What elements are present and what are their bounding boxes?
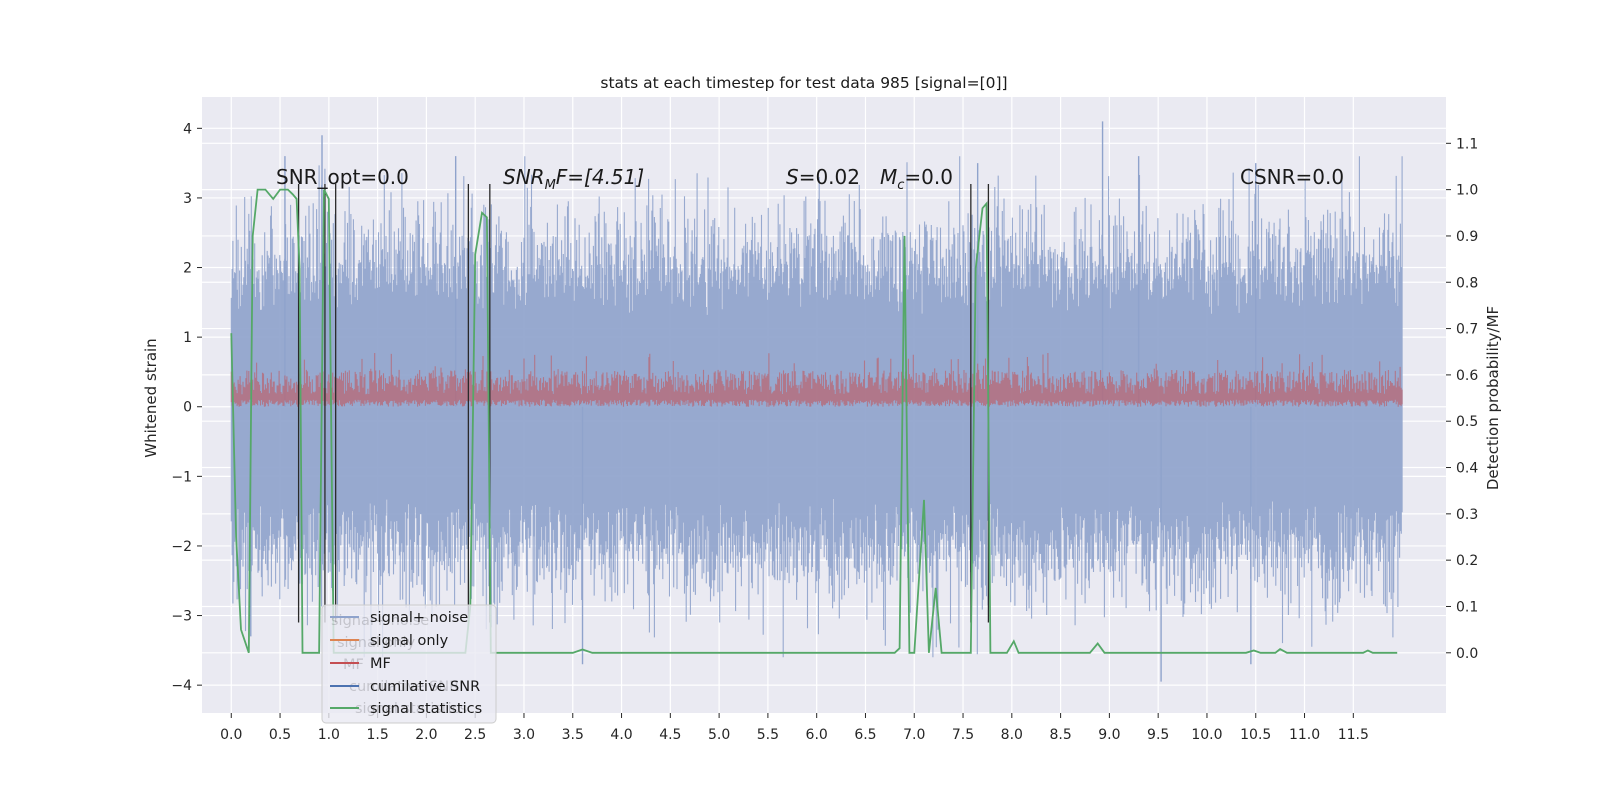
annotation-snr-mf-prefix: SNR <box>503 165 545 189</box>
y-tick-label: 2 <box>183 261 192 277</box>
x-tick-label: 2.0 <box>415 727 437 743</box>
legend-box <box>321 604 497 724</box>
annotation-mc: Mc=0.0 <box>880 165 953 193</box>
legend-label-signal-statistics: signal statistics <box>370 701 482 717</box>
x-tick-label: 11.5 <box>1338 727 1369 743</box>
x-tick-label: 7.5 <box>952 727 974 743</box>
annotation-mc-value: =0.0 <box>904 165 953 189</box>
x-tick-label: 4.0 <box>610 727 632 743</box>
x-tick-label: 4.5 <box>659 727 681 743</box>
annotation-s-value: =0.02 <box>799 165 860 189</box>
annotation-mc-prefix: M <box>880 165 897 189</box>
x-tick-label: 1.5 <box>366 727 388 743</box>
y-tick-label: −4 <box>171 678 192 694</box>
y-tick-label: 3 <box>183 191 192 207</box>
x-tick-label: 6.0 <box>806 727 828 743</box>
x-tick-label: 5.0 <box>708 727 730 743</box>
x-ticks: 0.0 0.5 1.0 1.5 2.0 2.5 3.0 3.5 4.0 4.5 5.0 5.5 6.0 6… <box>220 713 1369 743</box>
y-axis-label: Whitened strain <box>142 338 160 457</box>
legend-ghost-label: MF <box>343 657 364 673</box>
x-tick-label: 0.5 <box>269 727 291 743</box>
x-tick-label: 3.0 <box>513 727 535 743</box>
legend: signal+ noise signal only MF cumilative … <box>321 604 497 724</box>
y-tick-label: −1 <box>171 469 192 485</box>
x-tick-label: 3.5 <box>562 727 584 743</box>
annotation-s: S=0.02 <box>786 165 860 189</box>
x-tick-label: 1.0 <box>318 727 340 743</box>
y-tick-label: −2 <box>171 539 192 555</box>
y2-tick-label: 0.9 <box>1456 229 1478 245</box>
y2-axis-label: Detection probability/MF <box>1484 306 1502 490</box>
legend-label-mf: MF <box>370 656 391 672</box>
y2-tick-label: 0.1 <box>1456 599 1478 615</box>
annotation-snr-mf-suffix: F=[4.51] <box>556 165 644 189</box>
legend-ghost-label: cumilative SNR <box>349 679 459 695</box>
annotation-mc-sub: c <box>897 178 904 193</box>
y2-tick-label: 1.1 <box>1456 136 1478 152</box>
x-tick-label: 8.0 <box>1001 727 1023 743</box>
x-tick-label: 5.5 <box>757 727 779 743</box>
x-tick-label: 7.0 <box>903 727 925 743</box>
y2-tick-label: 0.6 <box>1456 368 1478 384</box>
x-tick-label: 10.0 <box>1191 727 1222 743</box>
signal-statistics-line <box>230 188 1398 654</box>
legend-ghost-label: signal statistics <box>355 701 467 717</box>
x-tick-label: 9.0 <box>1098 727 1120 743</box>
x-tick-label: 8.5 <box>1049 727 1071 743</box>
series-mf <box>230 353 1403 407</box>
y2-tick-label: 0.4 <box>1456 461 1478 477</box>
x-tick-label: 11.0 <box>1289 727 1320 743</box>
legend-label-cumulative-snr: cumilative SNR <box>370 679 480 695</box>
y-ticks-left: 4 3 2 1 0 −1 −2 −3 −4 <box>171 121 202 694</box>
series-signal-statistics <box>230 188 1398 654</box>
y-tick-label: 0 <box>183 400 192 416</box>
x-tick-label: 10.5 <box>1240 727 1271 743</box>
annotation-s-prefix: S <box>786 165 799 189</box>
annotation-snr-mf-sub: M <box>545 178 556 193</box>
y2-tick-label: 0.7 <box>1456 322 1478 338</box>
mf-band <box>230 353 1403 407</box>
y2-tick-label: 0.2 <box>1456 553 1478 569</box>
annotation-snr-mf: SNRMF=[4.51] <box>503 165 644 193</box>
x-tick-label: 6.5 <box>854 727 876 743</box>
annotation-snr-opt: SNR_opt=0.0 <box>276 165 409 189</box>
y-ticks-right: 1.1 1.0 0.9 0.8 0.7 0.6 0.5 0.4 0.3 0.2 0.1 0.0 <box>1446 136 1478 662</box>
x-tick-label: 0.0 <box>220 727 242 743</box>
y2-tick-label: 0.0 <box>1456 646 1478 662</box>
legend-label-signal-noise: signal+ noise <box>370 610 468 626</box>
chart-title: stats at each timestep for test data 985… <box>600 74 1007 92</box>
y2-tick-label: 0.8 <box>1456 275 1478 291</box>
y-tick-label: −3 <box>171 609 192 625</box>
annotation-csnr: CSNR=0.0 <box>1240 165 1344 189</box>
y-tick-label: 1 <box>183 330 192 346</box>
x-tick-label: 2.5 <box>464 727 486 743</box>
legend-label-signal-only: signal only <box>370 633 449 649</box>
y2-tick-label: 0.5 <box>1456 414 1478 430</box>
y2-tick-label: 0.3 <box>1456 507 1478 523</box>
y-tick-label: 4 <box>183 121 192 137</box>
y2-tick-label: 1.0 <box>1456 183 1478 199</box>
x-tick-label: 9.5 <box>1147 727 1169 743</box>
